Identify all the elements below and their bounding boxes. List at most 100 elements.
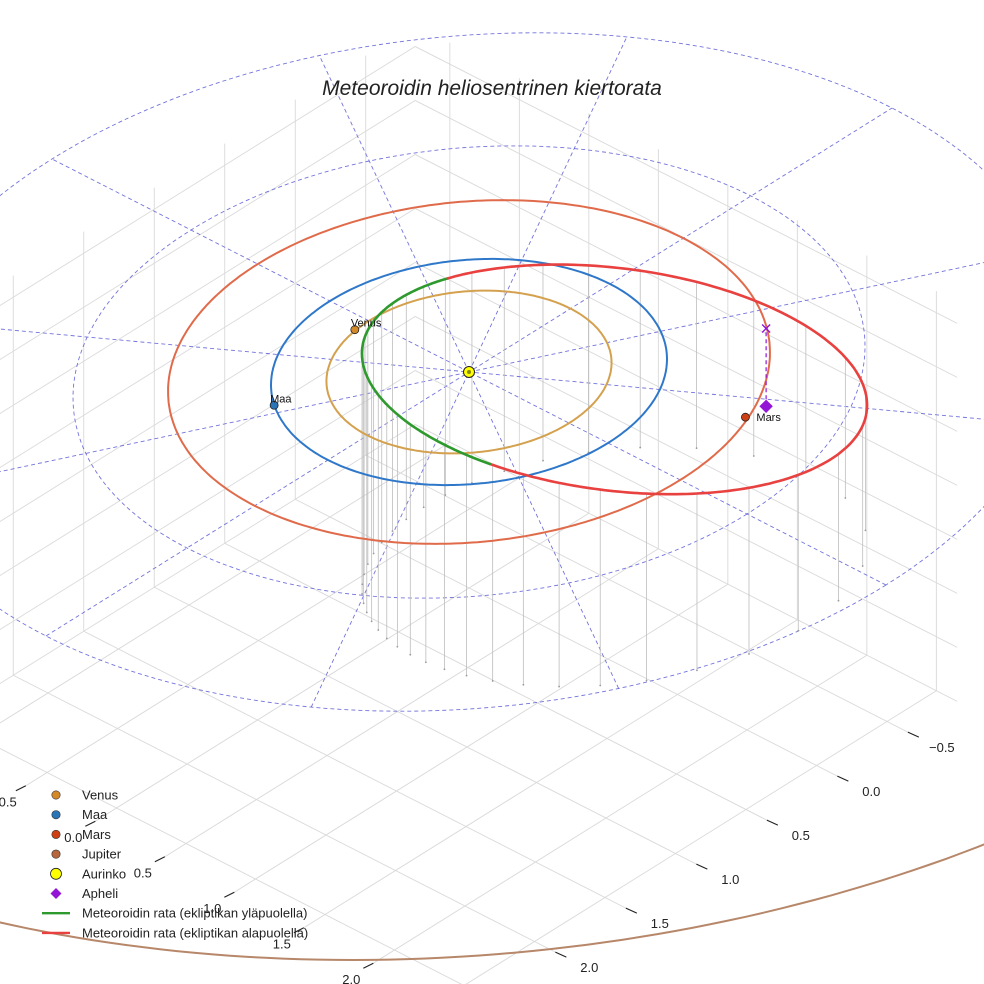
dropline-foot <box>797 629 800 632</box>
chart-title: Meteoroidin heliosentrinen kiertorata <box>322 77 662 100</box>
floor-grid-line <box>295 498 838 777</box>
dropline-foot <box>366 563 369 566</box>
floor-grid-line <box>95 512 590 822</box>
wall-grid-line <box>414 46 958 324</box>
legend-diamond-swatch <box>50 888 62 899</box>
dropline-foot <box>844 497 847 499</box>
wall-grid-line <box>0 262 416 523</box>
floor-grid-line <box>83 630 627 909</box>
dropline-foot <box>645 679 648 682</box>
legend-entry: Jupiter <box>51 847 122 862</box>
y-axis-tick-label: 0.5 <box>792 828 810 843</box>
dropline-foot <box>491 680 494 682</box>
legend-entry: Venus <box>51 788 119 803</box>
planet-marker-maa <box>269 400 279 410</box>
grid-layer <box>0 42 958 984</box>
legend-entry: Apheli <box>50 886 118 901</box>
y-axis-tick <box>766 819 779 826</box>
legend-label: Maa <box>82 807 108 822</box>
dropline-foot <box>361 593 363 595</box>
reference-spoke <box>0 262 984 473</box>
legend-entry: Meteoroidin rata (ekliptikan yläpuolella… <box>42 906 307 921</box>
planet-label-venus: Venus <box>351 318 382 330</box>
legend-dot-swatch <box>51 790 61 800</box>
dropline-foot <box>748 653 750 655</box>
legend-entry: Aurinko <box>50 866 126 881</box>
body-markers: Venus Maa Mars <box>269 318 781 424</box>
trajectory-below-ecliptic <box>446 263 869 496</box>
x-axis-tick <box>15 785 27 792</box>
dropline-foot <box>377 629 380 631</box>
wall-grid-line <box>0 424 416 685</box>
y-axis-tick-label: −0.5 <box>929 740 955 755</box>
legend-dot-swatch <box>51 849 61 859</box>
y-axis-tick <box>625 907 638 914</box>
wall-grid-line <box>414 424 958 702</box>
legend-sun-swatch <box>50 867 62 880</box>
legend-label: Apheli <box>82 886 118 901</box>
floor-grid-line <box>25 477 520 787</box>
reference-spoke <box>51 158 887 586</box>
legend: Venus Maa Mars Jupiter Aurinko Apheli Meteoroi… <box>42 788 308 940</box>
y-axis-tick-label: 2.0 <box>580 960 598 975</box>
x-axis-tick-label: 0.0 <box>64 830 82 845</box>
wall-grid-line <box>414 370 958 648</box>
aphelion-ecliptic-cross <box>761 324 771 334</box>
dropline-foot <box>424 661 427 664</box>
dropline-foot <box>396 645 399 648</box>
x-axis-tick-label: 0.5 <box>134 866 152 881</box>
floor-grid-line <box>465 690 937 984</box>
floor-grid-line <box>164 548 659 858</box>
y-axis-tick <box>907 731 920 738</box>
legend-label: Meteoroidin rata (ekliptikan alapuolella… <box>82 925 308 940</box>
wall-grid-line <box>414 262 958 540</box>
dropline-foot <box>370 620 373 623</box>
dropline-foot <box>752 455 755 457</box>
dropline-foot <box>362 602 365 605</box>
dropline-foot <box>409 653 412 656</box>
sun-core <box>467 370 471 374</box>
planet-label-maa: Maa <box>270 393 292 405</box>
legend-label: Mars <box>82 827 111 842</box>
dropline-foot <box>695 447 698 450</box>
floor-grid-line <box>0 747 463 984</box>
legend-entry: Meteoroidin rata (ekliptikan alapuolella… <box>42 925 308 940</box>
wall-grid-line <box>0 46 416 307</box>
reference-spoke <box>0 328 984 420</box>
floor-grid-line <box>154 586 697 865</box>
dropline-foot <box>503 470 506 473</box>
x-axis-tick <box>85 820 96 827</box>
legend-label: Venus <box>82 788 119 803</box>
orbit-venus <box>325 289 613 455</box>
floor-grid-line <box>224 542 768 821</box>
dropline-foot <box>861 565 864 567</box>
y-axis-tick <box>837 775 849 782</box>
x-axis-tick <box>224 891 235 898</box>
y-axis-tick <box>555 951 567 958</box>
planet-marker-venus <box>350 325 360 335</box>
trajectory-above-ecliptic <box>362 365 492 466</box>
dropline-foot <box>365 611 368 614</box>
planet-label-mars: Mars <box>756 412 781 424</box>
reference-circle <box>0 32 984 712</box>
floor-grid-line <box>234 583 729 893</box>
floor-grid-line <box>365 454 909 733</box>
planet-marker-mars <box>741 412 750 422</box>
dropline-foot <box>385 637 388 640</box>
x-axis-tick <box>154 856 166 863</box>
wall-grid-line <box>414 154 958 432</box>
meteoroid-trajectory <box>360 263 869 496</box>
x-axis-tick-label: 2.0 <box>342 972 360 984</box>
legend-dot-swatch <box>51 810 61 820</box>
dropline-foot <box>443 668 446 671</box>
y-axis-tick <box>696 863 708 870</box>
dropline-foot <box>837 599 840 602</box>
dropline-foot <box>444 494 447 496</box>
reference-spoke <box>310 36 628 708</box>
wall-grid-line <box>0 208 416 469</box>
x-axis-tick-label: 1.5 <box>273 937 291 952</box>
legend-entry: Maa <box>51 807 108 822</box>
dropline-foot <box>363 573 366 576</box>
trajectory-above-ecliptic <box>360 277 450 369</box>
